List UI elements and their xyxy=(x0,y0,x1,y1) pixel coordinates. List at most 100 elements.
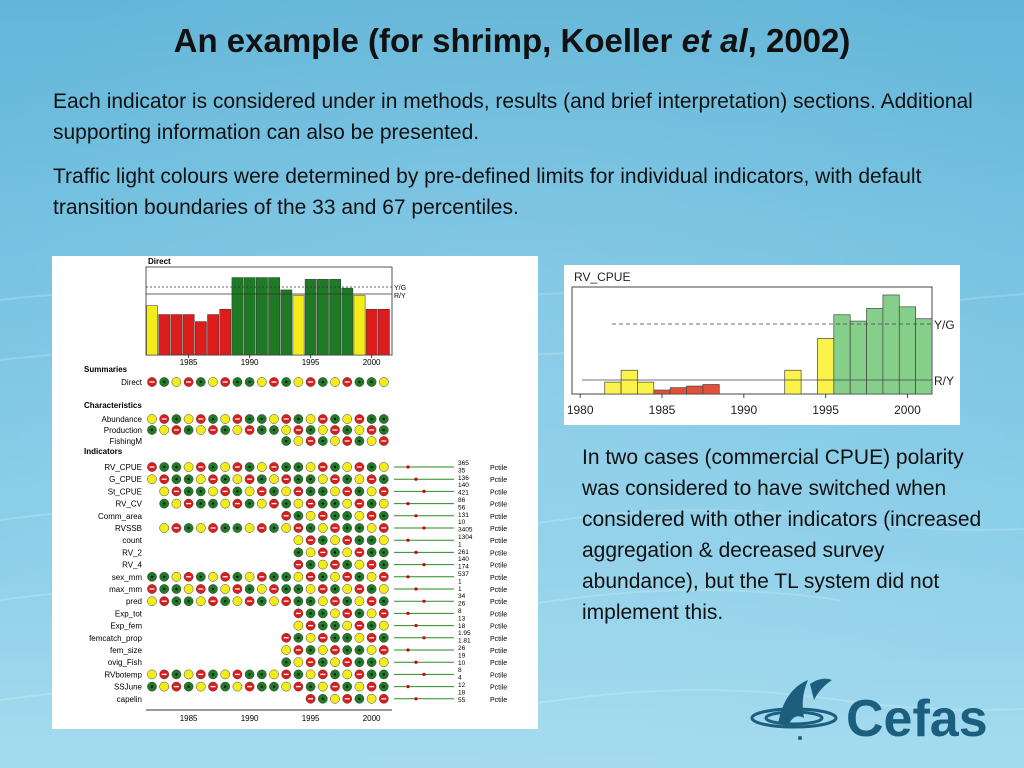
status-dot-fem_size xyxy=(317,645,328,655)
center-mark xyxy=(346,600,349,603)
center-mark xyxy=(346,514,349,517)
n-label: 3405 xyxy=(458,527,473,534)
center-mark xyxy=(382,673,385,676)
center-mark xyxy=(285,465,288,469)
center-mark xyxy=(309,526,312,530)
status-dot-RVbotemp xyxy=(220,669,231,680)
center-mark xyxy=(187,478,190,481)
status-dot-Direct xyxy=(378,377,389,387)
center-mark xyxy=(358,575,361,578)
center-mark xyxy=(346,428,349,432)
status-dot-RV_CV xyxy=(342,498,353,509)
range-marker xyxy=(422,563,426,567)
center-mark xyxy=(321,539,324,542)
center-mark xyxy=(285,575,288,578)
x-tick-label: 1985 xyxy=(649,403,676,417)
range-marker xyxy=(414,587,418,591)
x-tick-label: 1980 xyxy=(567,403,594,417)
traffic-light-chart: Direct Y/GR/Y 1985 1990 1995 2000 Summaries Dir… xyxy=(84,257,507,723)
status-dot-RV_CV xyxy=(220,498,231,509)
row-label: SSJune xyxy=(114,683,143,692)
center-mark xyxy=(297,551,300,554)
status-dot-pred xyxy=(317,596,328,607)
center-mark xyxy=(358,612,361,615)
range-marker xyxy=(406,648,410,652)
row-label: pred xyxy=(126,597,142,606)
center-mark xyxy=(187,490,190,493)
center-mark xyxy=(150,685,154,688)
status-dot-femcatch_prop xyxy=(354,632,365,643)
center-mark xyxy=(370,551,373,554)
status-dot-SSJune xyxy=(354,681,365,692)
status-dot-Exp_tot xyxy=(366,608,377,619)
status-dot-Direct xyxy=(256,377,267,387)
center-mark xyxy=(370,661,373,664)
n-label: 86 xyxy=(458,497,466,504)
status-dot-ovig_Fish xyxy=(293,657,304,668)
row-label: Production xyxy=(104,426,142,435)
status-dot-RV_CPUE xyxy=(220,462,231,472)
explanatory-note: In two cases (commercial CPUE) polarity … xyxy=(582,446,982,624)
pctile-label: Pctile xyxy=(490,538,507,545)
center-mark xyxy=(175,587,178,591)
n-label: 4 xyxy=(458,675,462,682)
direct-bar xyxy=(378,308,390,356)
center-mark xyxy=(163,465,166,469)
row-label: RV_CV xyxy=(115,500,142,509)
center-mark xyxy=(309,478,312,481)
status-dot-Production xyxy=(232,425,243,435)
rv-cpue-bar xyxy=(898,306,916,395)
range-marker xyxy=(406,502,410,506)
status-dot-RVbotemp xyxy=(147,669,157,680)
pctile-label: Pctile xyxy=(490,611,507,618)
pctile-label: Pctile xyxy=(490,550,507,557)
center-mark xyxy=(297,600,300,603)
center-mark xyxy=(333,587,337,591)
center-mark xyxy=(382,428,385,432)
status-dot-Comm_area xyxy=(305,510,316,521)
status-dot-sex_mm xyxy=(244,571,255,582)
status-dot-RV_CPUE xyxy=(305,462,316,472)
n-label: 421 xyxy=(458,490,469,497)
status-dot-St_CPUE xyxy=(244,486,255,497)
n-label: 35 xyxy=(458,467,466,474)
n-label: 1 xyxy=(458,586,462,593)
pctile-label: Pctile xyxy=(490,526,507,533)
status-dot-Production xyxy=(317,425,328,435)
center-mark xyxy=(260,600,263,603)
center-mark xyxy=(333,636,337,639)
center-mark xyxy=(321,624,324,627)
center-mark xyxy=(175,600,178,603)
threshold-label: Y/G xyxy=(394,285,406,292)
center-mark xyxy=(285,439,288,443)
range-marker xyxy=(422,526,426,530)
center-mark xyxy=(260,673,263,676)
center-mark xyxy=(382,636,385,639)
x-tick-label: 1985 xyxy=(180,358,198,367)
row-label: St_CPUE xyxy=(108,487,142,496)
status-dot-ovig_Fish xyxy=(378,657,389,668)
center-mark xyxy=(321,502,324,505)
status-dot-Direct xyxy=(330,377,340,387)
center-mark xyxy=(285,380,288,384)
status-dot-count xyxy=(330,535,340,546)
center-mark xyxy=(199,490,202,493)
center-mark xyxy=(333,551,337,554)
center-mark xyxy=(382,563,385,566)
status-dot-St_CPUE xyxy=(366,486,377,497)
center-mark xyxy=(297,587,300,591)
direct-bar xyxy=(280,289,293,356)
center-mark xyxy=(333,465,337,469)
status-dot-RVSSB xyxy=(159,523,170,533)
center-mark xyxy=(309,600,312,603)
center-mark xyxy=(199,575,202,578)
direct-bar xyxy=(170,314,183,356)
status-dot-FishingM xyxy=(293,436,304,446)
status-dot-St_CPUE xyxy=(330,486,340,497)
center-mark xyxy=(272,526,276,530)
center-mark xyxy=(163,575,166,578)
n-label: 10 xyxy=(458,660,466,667)
center-mark xyxy=(309,685,312,688)
status-dot-max_mm xyxy=(220,584,231,594)
range-marker xyxy=(414,550,418,554)
